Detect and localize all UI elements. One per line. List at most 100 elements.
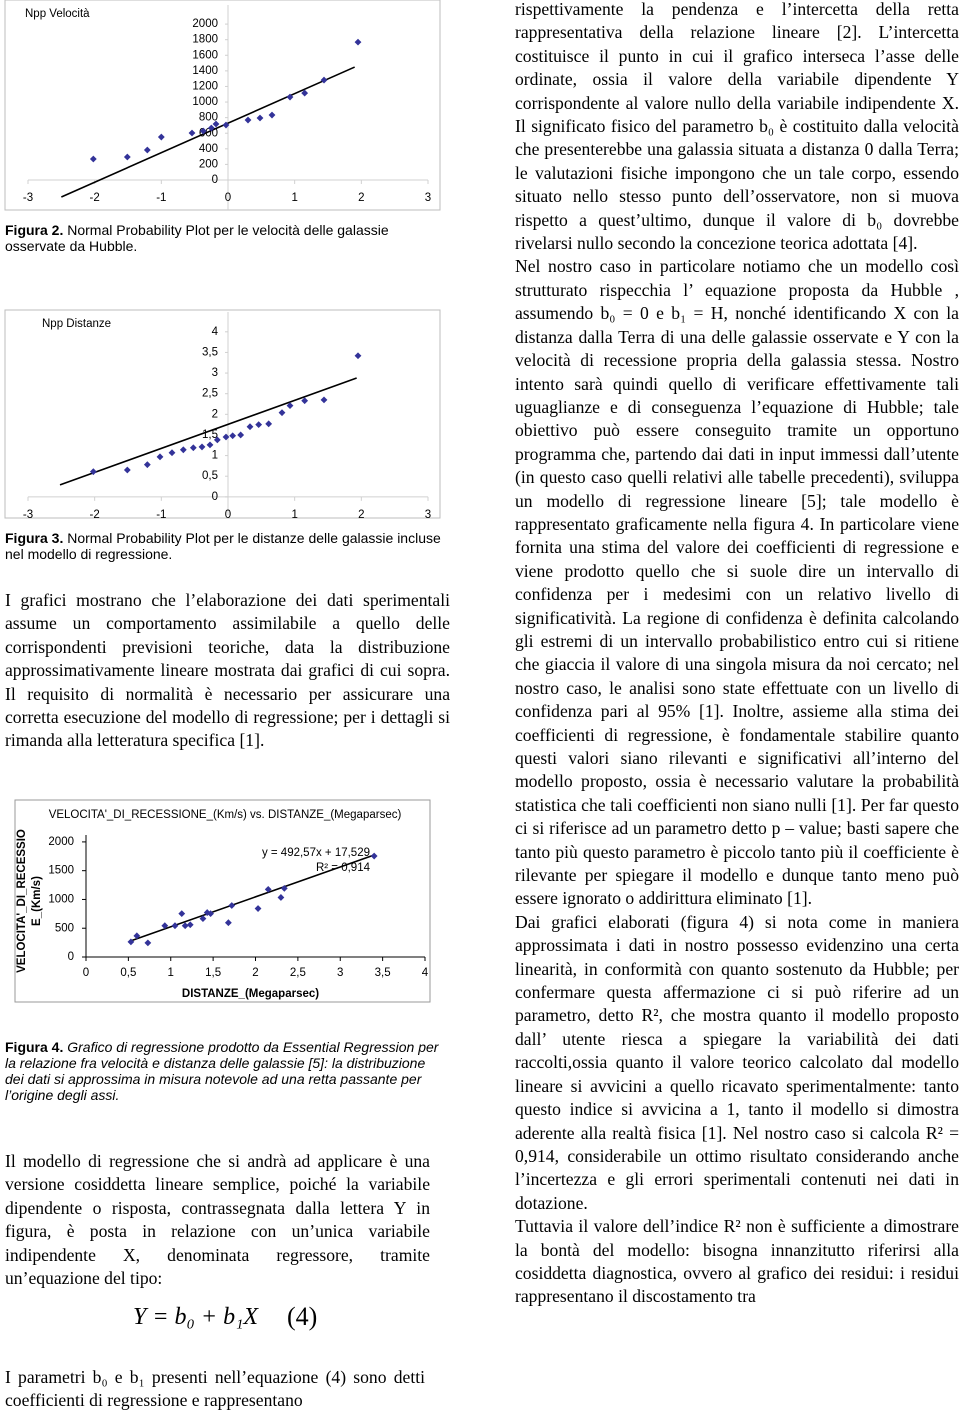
data-point <box>224 919 232 927</box>
text-column: rispettivamente la pendenza e l’intercet… <box>515 0 959 1309</box>
y-tick-label: 0 <box>212 491 218 503</box>
data-point <box>265 420 273 428</box>
data-point <box>301 89 309 97</box>
data-point <box>228 902 236 909</box>
trend-equation: y = 492,57x + 17,529 <box>262 847 370 859</box>
data-point <box>222 433 230 441</box>
data-point <box>207 910 214 918</box>
x-tick-label: -3 <box>23 192 33 204</box>
data-point <box>89 468 97 476</box>
caption-label: Figura 3. <box>5 530 64 546</box>
y-tick-label: 400 <box>199 143 218 155</box>
data-point <box>123 466 131 474</box>
x-tick-label: 0,5 <box>120 967 136 979</box>
y-tick-label: 1500 <box>48 865 74 877</box>
paragraph: Tuttavia il valore dell’indice R² non è … <box>515 1216 959 1307</box>
data-point <box>280 884 288 892</box>
data-point <box>254 905 262 912</box>
data-point <box>189 444 197 452</box>
data-point <box>161 922 169 930</box>
x-tick-label: -2 <box>90 509 100 521</box>
y-tick-label: 2000 <box>48 836 74 848</box>
data-point <box>301 397 309 405</box>
caption: Figura 4. Grafico di regressione prodott… <box>5 1039 445 1103</box>
x-tick-label: 2 <box>358 509 364 521</box>
data-point <box>255 421 263 429</box>
y-tick-label: 800 <box>199 112 218 124</box>
data-point <box>320 76 328 84</box>
data-point <box>157 133 165 141</box>
data-point <box>181 922 189 930</box>
chart-title: Npp Distanze <box>42 318 111 330</box>
y-tick-label: 0,5 <box>202 470 218 482</box>
caption: Figura 2. Normal Probability Plot per le… <box>5 222 445 254</box>
data-point <box>237 431 245 439</box>
data-point <box>143 461 151 469</box>
y-tick-label: 200 <box>199 158 218 170</box>
data-point <box>370 852 378 860</box>
y-tick-label: 500 <box>55 922 74 934</box>
chart-frame <box>4 0 441 211</box>
data-point <box>171 922 179 930</box>
trend-r-squared: R² = 0,914 <box>316 862 371 874</box>
data-point <box>212 120 220 128</box>
paragraph: I grafici mostrano che l’elaborazione de… <box>5 590 450 751</box>
data-point <box>133 932 141 940</box>
data-point <box>89 155 97 163</box>
chart-frame <box>4 309 441 519</box>
paragraph: I parametri b₀ e b₁ presenti nell’equazi… <box>5 1367 425 1411</box>
data-point <box>198 443 206 451</box>
x-tick-label: 1 <box>291 509 297 521</box>
paragraph: Il modello di regressione che si andrà a… <box>5 1151 430 1289</box>
x-tick-label: 1,5 <box>205 967 221 979</box>
x-tick-label: 0 <box>225 192 231 204</box>
data-point <box>206 441 214 449</box>
equation: Y = b₀ + b₁X <box>133 1304 259 1330</box>
x-tick-label: 2 <box>252 967 258 979</box>
x-tick-label: 2,5 <box>290 967 306 979</box>
x-tick-label: 3 <box>337 967 343 979</box>
x-tick-label: 2 <box>358 192 364 204</box>
data-point <box>222 121 230 129</box>
x-tick-label: -2 <box>90 192 100 204</box>
chart-frame <box>14 799 431 1003</box>
data-point <box>278 409 286 417</box>
x-tick-label: -1 <box>156 509 166 521</box>
y-tick-label: 1600 <box>192 49 218 61</box>
trendline <box>59 377 357 486</box>
data-point <box>246 423 254 431</box>
chart-title: Npp Velocità <box>25 8 90 20</box>
y-tick-label: 2,5 <box>202 388 218 400</box>
data-point <box>207 124 215 132</box>
data-point <box>244 116 252 124</box>
data-point <box>199 127 207 135</box>
data-point <box>127 938 135 946</box>
y-tick-label: 1800 <box>192 34 218 46</box>
data-point <box>320 396 328 404</box>
trendline <box>129 854 375 942</box>
caption-text: Grafico di regressione prodotto da Essen… <box>5 1039 439 1103</box>
x-tick-label: 0 <box>225 509 231 521</box>
equation-number: (4) <box>287 1302 318 1331</box>
data-point <box>156 453 164 461</box>
x-tick-label: 1 <box>168 967 174 979</box>
data-point <box>277 894 285 901</box>
data-point <box>144 939 152 947</box>
data-point <box>354 352 362 360</box>
data-point <box>123 153 131 161</box>
y-tick-label: 1000 <box>192 96 218 108</box>
paragraph: Dai grafici elaborati (figura 4) si nota… <box>515 911 959 1213</box>
y-tick-label: 3 <box>212 367 218 379</box>
y-tick-label: 0 <box>68 951 74 963</box>
y-tick-label: 1400 <box>192 65 218 77</box>
paragraph: rispettivamente la pendenza e l’intercet… <box>515 0 959 254</box>
caption-text: Normal Probability Plot per le distanze … <box>5 530 441 562</box>
data-point <box>264 885 272 893</box>
caption-label: Figura 4. <box>5 1039 64 1055</box>
data-point <box>186 921 194 929</box>
data-point <box>168 449 176 457</box>
data-point <box>188 129 196 137</box>
caption-label: Figura 2. <box>5 222 64 238</box>
